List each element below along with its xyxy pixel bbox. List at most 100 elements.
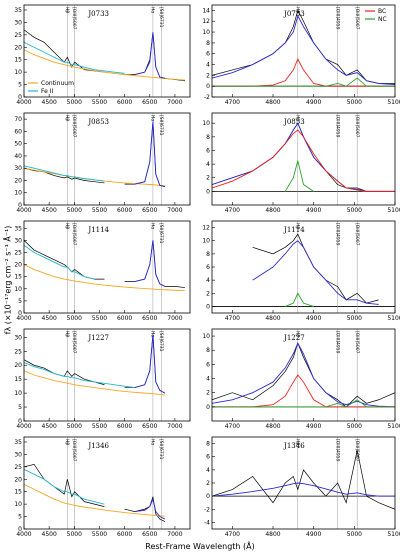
series-line bbox=[24, 49, 186, 81]
series-line bbox=[212, 77, 395, 87]
y-tick-label: 14 bbox=[202, 7, 210, 14]
x-tick-label: 4000 bbox=[16, 531, 31, 538]
y-tick-label: 0 bbox=[206, 188, 210, 195]
series-line bbox=[252, 240, 379, 305]
object-name: J0733 bbox=[283, 10, 305, 18]
y-tick-label: 6 bbox=[206, 51, 210, 58]
y-tick-label: 30 bbox=[14, 165, 22, 172]
x-tick-label: 5000 bbox=[347, 99, 362, 106]
y-tick-label: 35 bbox=[14, 7, 22, 14]
y-tick-label: 0 bbox=[18, 310, 22, 317]
line-marker-label: Hβ bbox=[294, 115, 300, 121]
panel: Hβ [OIII]5007 Hα [SII]6731 4000 4500 5000 5500 6… bbox=[14, 112, 191, 214]
y-tick-label: 30 bbox=[14, 19, 22, 26]
y-tick-label: 6 bbox=[206, 454, 210, 461]
y-tick-label: 10 bbox=[14, 69, 22, 76]
line-marker-label: Hβ bbox=[64, 7, 70, 13]
line-marker-label: [OIII]4959 bbox=[334, 115, 340, 138]
x-tick-label: 4500 bbox=[42, 315, 57, 322]
line-marker-label: [OIII]4959 bbox=[334, 439, 340, 462]
x-tick-label: 5000 bbox=[67, 423, 82, 430]
y-tick-label: 0 bbox=[206, 303, 210, 310]
line-marker-label: [OIII]5007 bbox=[71, 439, 77, 462]
y-tick-label: 2 bbox=[206, 72, 210, 79]
series-line bbox=[285, 292, 314, 307]
line-marker-label: Hα bbox=[150, 331, 156, 337]
series-line bbox=[24, 370, 165, 396]
series-line bbox=[24, 483, 165, 517]
y-tick-label: 0 bbox=[206, 83, 210, 90]
y-tick-label: 20 bbox=[14, 262, 22, 269]
y-tick-label: -2 bbox=[204, 94, 210, 101]
x-tick-label: 7000 bbox=[167, 531, 182, 538]
axes-frame bbox=[211, 436, 396, 530]
y-tick-label: 5 bbox=[18, 514, 22, 521]
series-line bbox=[24, 362, 135, 388]
y-tick-label: 10 bbox=[14, 390, 22, 397]
axes-frame bbox=[23, 4, 191, 98]
line-marker-label: [OIII]5007 bbox=[71, 331, 77, 354]
y-tick-label: 8 bbox=[206, 441, 210, 448]
line-marker-label: [OIII]5007 bbox=[354, 439, 360, 462]
y-tick-label: 5 bbox=[18, 82, 22, 89]
series-line bbox=[134, 497, 166, 520]
x-tick-label: 7000 bbox=[167, 423, 182, 430]
panel: Hβ [OIII]4959 [OIII]5007 4700 4800 4900 5000 51… bbox=[202, 4, 400, 106]
y-tick-label: 10 bbox=[202, 29, 210, 36]
line-marker-label: [OIII]4959 bbox=[334, 331, 340, 354]
x-tick-label: 4800 bbox=[265, 423, 280, 430]
x-tick-label: 6000 bbox=[117, 99, 132, 106]
y-tick-label: 8 bbox=[206, 40, 210, 47]
y-tick-label: 30 bbox=[14, 334, 22, 341]
x-tick-label: 6000 bbox=[117, 315, 132, 322]
x-tick-label: 4700 bbox=[225, 99, 240, 106]
series-line bbox=[24, 463, 166, 522]
y-tick-label: 40 bbox=[14, 153, 22, 160]
y-tick-label: 10 bbox=[202, 120, 210, 127]
y-tick-label: 6 bbox=[206, 264, 210, 271]
y-tick-label: 8 bbox=[206, 134, 210, 141]
line-marker-label: [OIII]5007 bbox=[71, 7, 77, 30]
y-tick-label: 2 bbox=[206, 480, 210, 487]
y-tick-label: 15 bbox=[14, 489, 22, 496]
object-name: J0853 bbox=[87, 118, 109, 126]
line-marker-label: [OIII]5007 bbox=[354, 331, 360, 354]
series-line bbox=[212, 122, 395, 192]
y-tick-label: 20 bbox=[14, 362, 22, 369]
x-tick-label: 4500 bbox=[42, 99, 57, 106]
legend-label: BC bbox=[378, 8, 386, 15]
line-marker-label: Hβ bbox=[64, 223, 70, 229]
series-line bbox=[284, 160, 314, 192]
y-tick-label: 4 bbox=[206, 277, 210, 284]
y-tick-label: 70 bbox=[14, 116, 22, 123]
x-tick-label: 4900 bbox=[306, 315, 321, 322]
y-tick-label: 60 bbox=[14, 128, 22, 135]
x-tick-label: 4500 bbox=[42, 423, 57, 430]
legend-label: Fe II bbox=[41, 88, 53, 95]
series-line bbox=[212, 342, 395, 408]
series-line bbox=[134, 32, 165, 79]
y-tick-label: 2 bbox=[206, 175, 210, 182]
series-line bbox=[24, 468, 105, 505]
y-tick-label: 10 bbox=[14, 501, 22, 508]
line-marker-label: Hβ bbox=[64, 439, 70, 445]
x-tick-label: 4700 bbox=[225, 531, 240, 538]
series-line bbox=[24, 244, 95, 280]
panel: Hβ [OIII]5007 Hα [SII]6731 4000 4500 5000 5500 6… bbox=[14, 328, 191, 430]
series-line bbox=[24, 334, 166, 394]
series-line bbox=[24, 165, 105, 182]
y-tick-label: 50 bbox=[14, 141, 22, 148]
x-tick-label: 5500 bbox=[92, 423, 107, 430]
y-tick-label: 0 bbox=[18, 526, 22, 533]
series-line bbox=[212, 14, 395, 85]
object-name: J1346 bbox=[283, 442, 305, 450]
x-tick-label: 4900 bbox=[306, 99, 321, 106]
line-marker-label: [OIII]4959 bbox=[334, 223, 340, 246]
x-tick-label: 6000 bbox=[117, 423, 132, 430]
y-tick-label: 2 bbox=[206, 290, 210, 297]
x-tick-label: 6000 bbox=[117, 531, 132, 538]
line-marker-label: Hβ bbox=[64, 115, 70, 121]
x-tick-label: 4900 bbox=[306, 423, 321, 430]
line-marker-label: Hα bbox=[150, 223, 156, 229]
